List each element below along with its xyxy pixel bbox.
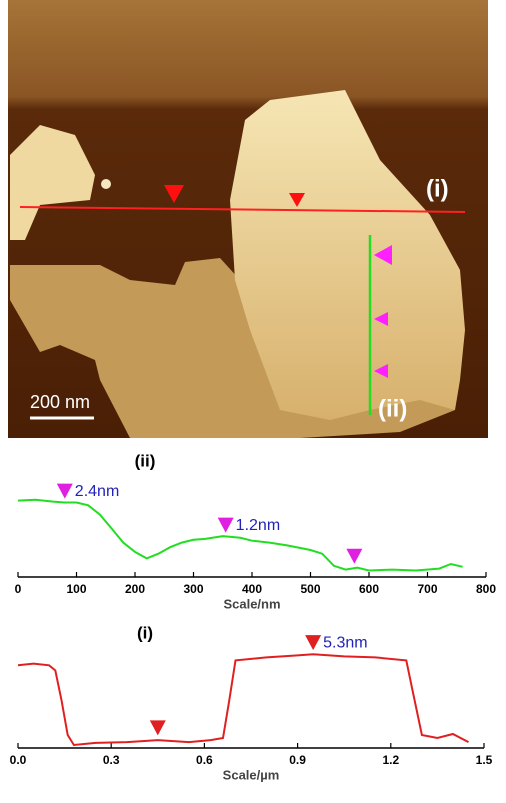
x-tick-label: 800 [476,582,496,596]
x-tick-label: 1.2 [382,753,399,767]
marker [218,518,234,533]
x-tick-label: 500 [300,582,320,596]
x-tick-label: 1.5 [476,753,493,767]
x-tick-label: 0.6 [196,753,213,767]
x-tick-label: 0.0 [10,753,27,767]
x-tick-label: 600 [359,582,379,596]
x-tick-label: 0.9 [289,753,306,767]
x-tick-label: 100 [66,582,86,596]
figure: 200 nm (i) (ii) (ii) 0 100 200 300 400 500 600 7… [0,0,506,798]
x-tick-label: 200 [125,582,145,596]
marker [150,720,166,735]
marker [305,635,321,650]
annotation: 2.4nm [75,483,119,500]
chart-title: (ii) [135,451,156,470]
profile-label: (ii) [378,395,407,422]
x-axis-label: Scale/µm [223,767,280,782]
afm-image: 200 nm (i) (ii) [8,0,488,438]
profile-line [18,654,469,745]
x-tick-label: 400 [242,582,262,596]
marker [57,484,73,499]
x-axis-label: Scale/nm [223,596,280,611]
scale-bar-label: 200 nm [30,392,90,412]
marker [346,549,362,564]
annotation: 1.2nm [236,517,280,534]
x-tick-label: 0 [15,582,22,596]
profile-label: (i) [426,175,449,202]
x-tick-label: 700 [417,582,437,596]
chart-title: (i) [137,623,153,642]
profile-line [18,500,463,571]
x-tick-label: 0.3 [103,753,120,767]
annotation: 5.3nm [323,634,367,651]
x-tick-label: 300 [183,582,203,596]
